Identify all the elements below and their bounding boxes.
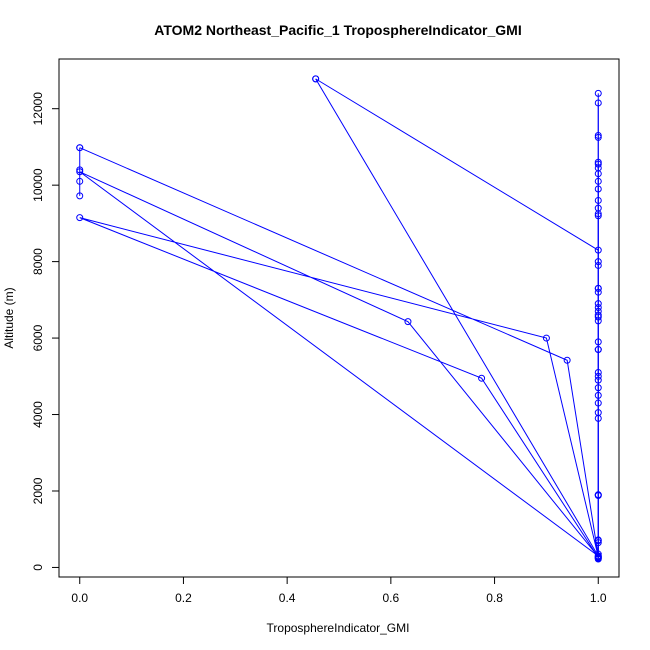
data-point	[594, 258, 602, 266]
x-tick-label: 0.4	[279, 591, 296, 605]
data-point	[594, 212, 602, 220]
x-tick-label: 0.2	[175, 591, 192, 605]
y-axis-label: Altitude (m)	[2, 287, 16, 348]
data-point	[594, 160, 602, 168]
x-tick-label: 0.0	[71, 591, 88, 605]
data-point	[594, 177, 602, 185]
data-point	[594, 261, 602, 269]
data-point	[594, 196, 602, 204]
plot-area-border	[58, 58, 620, 578]
x-tick-label: 0.6	[383, 591, 400, 605]
y-tick-label: 10000	[31, 168, 45, 202]
data-point	[594, 89, 602, 97]
series-line	[79, 147, 599, 558]
data-point	[594, 246, 602, 254]
x-tick-label: 1.0	[590, 591, 607, 605]
data-point	[594, 391, 602, 399]
x-axis: 0.0 0.2 0.4 0.6 0.8 1.0	[71, 576, 607, 605]
y-tick-label: 4000	[31, 401, 45, 428]
data-point	[404, 318, 412, 326]
data-point	[594, 185, 602, 193]
y-tick-label: 12000	[31, 92, 45, 126]
y-tick-label: 2000	[31, 477, 45, 504]
data-point	[594, 554, 602, 562]
data-point	[478, 374, 486, 382]
data-point	[594, 368, 602, 376]
data-point	[594, 288, 602, 296]
data-point	[594, 133, 602, 141]
data-point	[312, 75, 320, 83]
data-point	[594, 539, 602, 547]
data-point	[594, 338, 602, 346]
data-point	[594, 284, 602, 292]
data-point	[563, 356, 571, 364]
data-point	[76, 166, 84, 174]
data-point	[594, 313, 602, 321]
chart-title: ATOM2 Northeast_Pacific_1 TroposphereInd…	[154, 22, 521, 38]
data-point	[594, 376, 602, 384]
y-axis: 0 2000 4000 6000 8000 10000 12000	[31, 92, 60, 571]
data-point	[594, 550, 602, 558]
data-point	[76, 168, 84, 176]
y-tick-label: 0	[31, 564, 45, 571]
data-point	[76, 144, 84, 152]
data-point	[594, 536, 602, 544]
data-point	[542, 334, 550, 342]
data-point	[594, 317, 602, 325]
series-line	[315, 78, 599, 558]
data-point	[76, 192, 84, 200]
data-point	[594, 492, 602, 500]
data-point	[594, 170, 602, 178]
data-point	[594, 210, 602, 218]
series-layer	[76, 75, 602, 563]
data-point	[594, 372, 602, 380]
data-point	[594, 384, 602, 392]
y-tick-label: 8000	[31, 248, 45, 275]
data-point	[594, 346, 602, 354]
data-point	[594, 399, 602, 407]
data-point	[594, 303, 602, 311]
data-point	[76, 214, 84, 222]
y-tick-label: 6000	[31, 324, 45, 351]
data-point	[594, 300, 602, 308]
x-axis-label: TroposphereIndicator_GMI	[267, 621, 410, 635]
data-point	[594, 409, 602, 417]
data-point	[594, 131, 602, 139]
data-point	[76, 177, 84, 185]
data-point	[594, 99, 602, 107]
x-tick-label: 0.8	[486, 591, 503, 605]
